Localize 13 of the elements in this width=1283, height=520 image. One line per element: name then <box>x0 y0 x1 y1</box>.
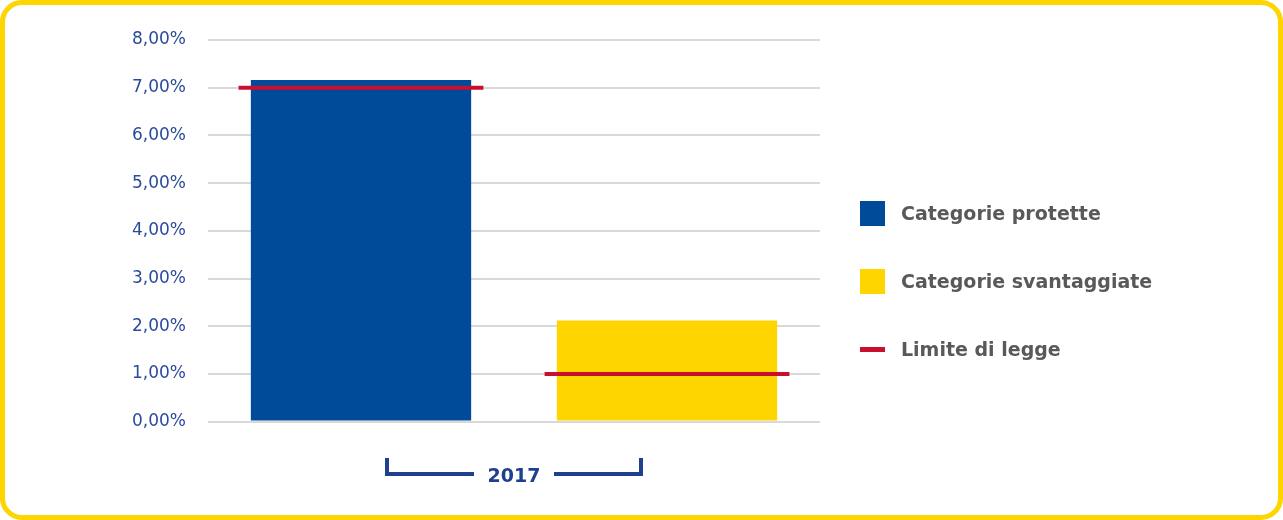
y-tick-label: 1,00% <box>131 362 186 383</box>
y-tick-label: 6,00% <box>131 123 186 144</box>
y-tick-label: 4,00% <box>131 219 186 240</box>
legend-label: Categorie svantaggiate <box>901 270 1153 292</box>
y-tick-label: 5,00% <box>131 171 186 192</box>
legend-label: Categorie protette <box>901 202 1101 224</box>
x-axis-title: 2017 <box>474 464 554 486</box>
y-tick-label: 7,00% <box>131 76 186 97</box>
y-tick-label: 3,00% <box>131 266 186 287</box>
legend-label: Limite di legge <box>901 338 1061 360</box>
y-tick-label: 2,00% <box>131 314 186 335</box>
y-tick-label: 8,00% <box>131 28 186 49</box>
y-tick-label: 0,00% <box>131 410 186 431</box>
